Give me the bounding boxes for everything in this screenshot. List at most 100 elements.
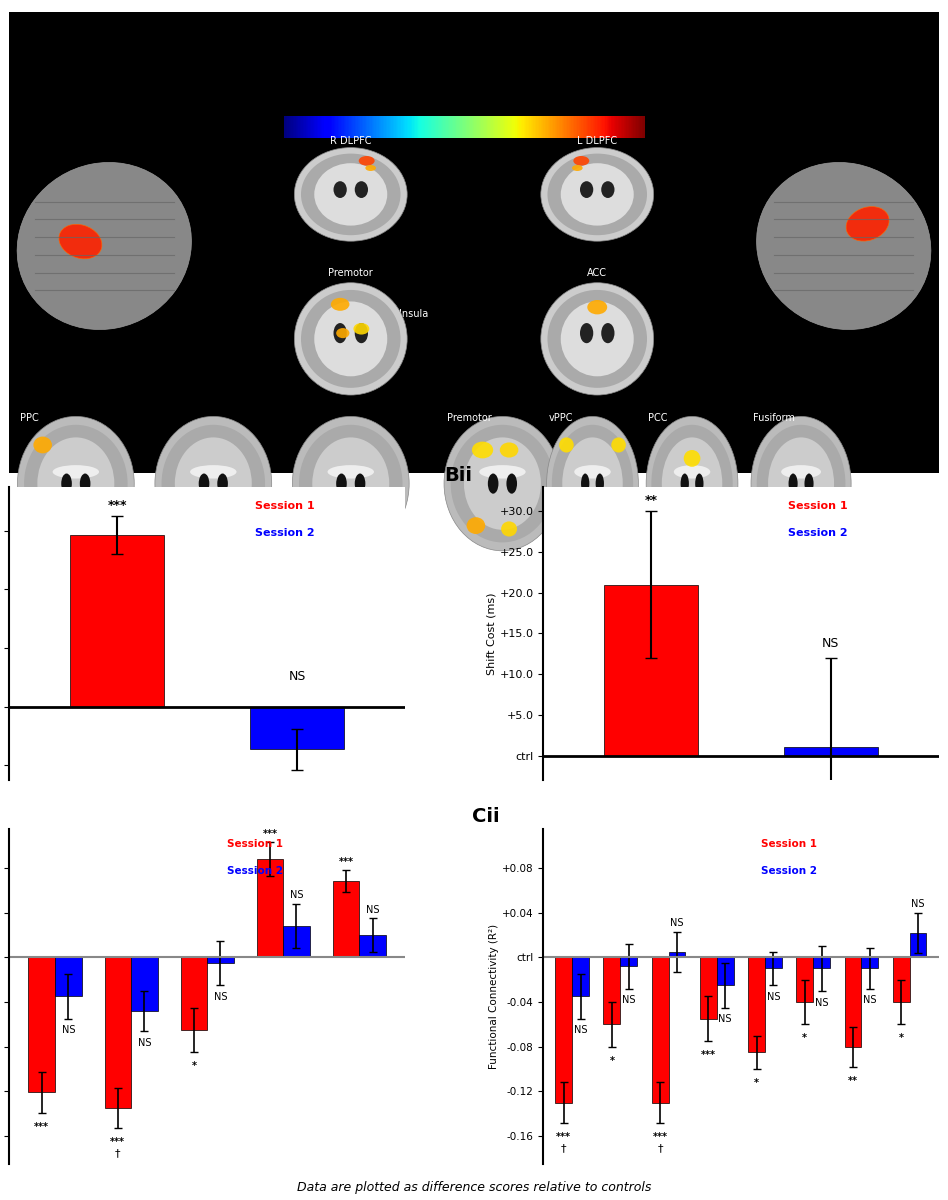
Text: ***: *** bbox=[556, 1132, 572, 1141]
Bar bbox=[620, 958, 637, 966]
Text: ***: *** bbox=[107, 499, 127, 511]
Bar bbox=[862, 958, 878, 968]
Ellipse shape bbox=[695, 474, 703, 493]
Ellipse shape bbox=[334, 181, 347, 198]
Ellipse shape bbox=[560, 163, 633, 226]
Ellipse shape bbox=[647, 416, 738, 551]
Text: ACC: ACC bbox=[587, 269, 608, 278]
Text: NS: NS bbox=[574, 1026, 588, 1036]
Bar bbox=[572, 958, 589, 996]
Text: Insula: Insula bbox=[399, 310, 428, 319]
Ellipse shape bbox=[33, 437, 52, 454]
Ellipse shape bbox=[337, 474, 347, 493]
Ellipse shape bbox=[24, 425, 128, 542]
Text: Session 1: Session 1 bbox=[760, 839, 816, 848]
Text: PPC: PPC bbox=[20, 413, 39, 424]
Bar bbox=[604, 584, 698, 756]
Text: NS: NS bbox=[622, 995, 635, 1006]
Ellipse shape bbox=[299, 425, 403, 542]
Ellipse shape bbox=[847, 206, 889, 241]
Ellipse shape bbox=[601, 323, 614, 343]
Text: A: A bbox=[19, 26, 38, 50]
Ellipse shape bbox=[751, 416, 851, 551]
Bar bbox=[208, 958, 234, 962]
Text: MTG: MTG bbox=[202, 558, 225, 568]
Ellipse shape bbox=[548, 154, 647, 235]
Ellipse shape bbox=[354, 323, 370, 335]
FancyBboxPatch shape bbox=[9, 12, 939, 473]
Text: L DLPFC: L DLPFC bbox=[577, 136, 617, 145]
Ellipse shape bbox=[506, 474, 517, 493]
Ellipse shape bbox=[62, 474, 72, 493]
Ellipse shape bbox=[190, 466, 237, 479]
Ellipse shape bbox=[355, 323, 368, 343]
Bar bbox=[909, 932, 926, 958]
Ellipse shape bbox=[80, 474, 90, 493]
Bar bbox=[359, 935, 386, 958]
Ellipse shape bbox=[294, 283, 407, 395]
Text: ***: *** bbox=[263, 829, 278, 839]
Ellipse shape bbox=[314, 301, 387, 377]
Text: Session 2: Session 2 bbox=[789, 528, 848, 538]
Ellipse shape bbox=[662, 437, 722, 530]
Ellipse shape bbox=[355, 181, 368, 198]
Bar bbox=[28, 958, 55, 1092]
Bar bbox=[283, 926, 310, 958]
Text: NS: NS bbox=[822, 637, 839, 649]
Text: Session 2: Session 2 bbox=[227, 865, 283, 876]
Ellipse shape bbox=[559, 438, 574, 452]
Bar bbox=[651, 958, 668, 1103]
Ellipse shape bbox=[161, 425, 265, 542]
Ellipse shape bbox=[314, 163, 387, 226]
Text: *: * bbox=[610, 1056, 614, 1066]
Ellipse shape bbox=[501, 521, 517, 536]
Ellipse shape bbox=[37, 437, 115, 530]
Ellipse shape bbox=[757, 425, 846, 542]
Ellipse shape bbox=[574, 156, 590, 166]
Text: NS: NS bbox=[213, 992, 228, 1002]
Ellipse shape bbox=[580, 323, 593, 343]
Text: -5.0: -5.0 bbox=[245, 122, 266, 132]
Text: Fusiform: Fusiform bbox=[754, 413, 795, 424]
Text: †: † bbox=[115, 1148, 120, 1158]
Bar bbox=[180, 958, 208, 1030]
Text: NS: NS bbox=[911, 899, 925, 910]
Text: NS: NS bbox=[863, 995, 877, 1006]
Bar bbox=[104, 958, 131, 1108]
Ellipse shape bbox=[464, 437, 541, 530]
Ellipse shape bbox=[466, 517, 485, 534]
Ellipse shape bbox=[580, 181, 593, 198]
Text: NS: NS bbox=[366, 905, 379, 914]
Text: t: t bbox=[462, 71, 467, 84]
Text: Left DLPFC Connectivity:: Left DLPFC Connectivity: bbox=[47, 210, 175, 220]
Ellipse shape bbox=[500, 443, 519, 457]
Text: *: * bbox=[899, 1033, 903, 1043]
Ellipse shape bbox=[562, 437, 623, 530]
Text: NS: NS bbox=[137, 1038, 151, 1048]
Text: *: * bbox=[754, 1078, 759, 1088]
Bar bbox=[131, 958, 157, 1010]
Text: NS: NS bbox=[288, 671, 305, 683]
Bar bbox=[813, 958, 830, 968]
Text: NS: NS bbox=[815, 997, 829, 1008]
Bar bbox=[70, 535, 164, 707]
Text: ***: *** bbox=[110, 1138, 125, 1147]
Ellipse shape bbox=[358, 156, 374, 166]
Text: MTG/STG: MTG/STG bbox=[328, 558, 374, 568]
Ellipse shape bbox=[17, 416, 135, 551]
Text: Cii: Cii bbox=[472, 808, 500, 826]
Text: *: * bbox=[191, 1061, 196, 1072]
Ellipse shape bbox=[292, 416, 410, 551]
Ellipse shape bbox=[17, 162, 191, 330]
Ellipse shape bbox=[674, 466, 710, 479]
Bar bbox=[845, 958, 862, 1046]
Ellipse shape bbox=[328, 466, 374, 479]
Ellipse shape bbox=[581, 474, 590, 493]
Text: ***: *** bbox=[652, 1132, 667, 1141]
Ellipse shape bbox=[540, 283, 654, 395]
Text: Putamen: Putamen bbox=[571, 558, 614, 568]
Ellipse shape bbox=[789, 474, 797, 493]
Text: R DLPFC: R DLPFC bbox=[330, 136, 372, 145]
Ellipse shape bbox=[488, 474, 499, 493]
Ellipse shape bbox=[611, 438, 626, 452]
